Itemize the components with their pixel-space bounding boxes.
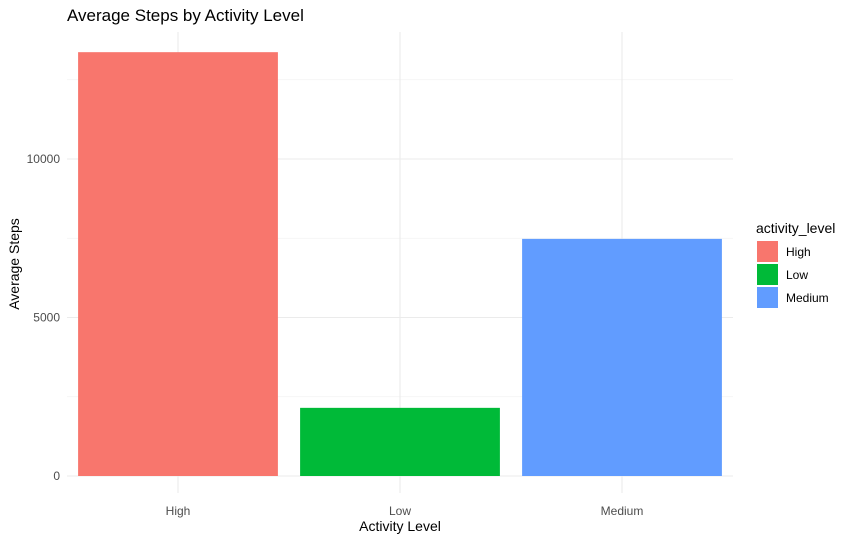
legend-label: Low xyxy=(786,268,808,282)
x-tick-label: High xyxy=(166,504,191,518)
y-axis-title: Average Steps xyxy=(6,218,22,310)
legend-label: Medium xyxy=(786,291,829,305)
bar-high xyxy=(78,52,278,477)
bar-medium xyxy=(522,238,722,476)
legend-label: High xyxy=(786,245,811,259)
legend-key-medium xyxy=(757,287,778,308)
legend: activity_level High Low Medium xyxy=(756,220,835,308)
legend-items: High Low Medium xyxy=(757,241,829,308)
x-tick-label: Low xyxy=(389,504,411,518)
bar-low xyxy=(300,407,500,476)
x-axis-title: Activity Level xyxy=(359,518,441,534)
y-tick-label: 0 xyxy=(53,469,60,483)
tick-labels: 0 5000 10000 High Low Medium xyxy=(27,152,644,518)
chart-title: Average Steps by Activity Level xyxy=(67,6,304,25)
legend-key-low xyxy=(757,264,778,285)
legend-key-high xyxy=(757,241,778,262)
y-tick-label: 5000 xyxy=(33,311,60,325)
x-tick-label: Medium xyxy=(601,504,644,518)
bars xyxy=(78,52,722,477)
y-tick-label: 10000 xyxy=(27,152,61,166)
legend-title: activity_level xyxy=(756,220,835,236)
